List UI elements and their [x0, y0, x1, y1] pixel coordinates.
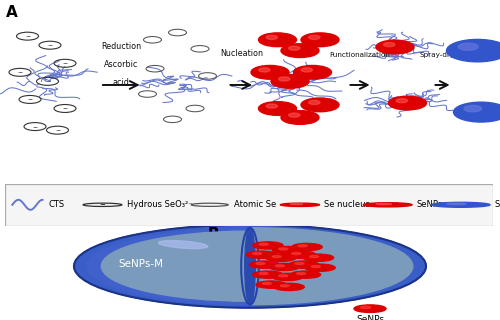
Circle shape — [354, 305, 386, 312]
Circle shape — [281, 111, 319, 124]
Circle shape — [446, 203, 466, 205]
Circle shape — [301, 33, 339, 47]
Circle shape — [259, 243, 268, 245]
Circle shape — [262, 283, 272, 284]
Circle shape — [288, 261, 319, 268]
Text: acid: acid — [112, 78, 130, 87]
Circle shape — [266, 254, 296, 261]
Text: B: B — [208, 227, 220, 242]
Circle shape — [278, 248, 287, 250]
Text: Functionalization: Functionalization — [330, 52, 390, 58]
Wedge shape — [250, 228, 413, 305]
Circle shape — [274, 283, 304, 291]
Circle shape — [278, 77, 290, 81]
Text: Atomic Se: Atomic Se — [234, 200, 276, 209]
Circle shape — [288, 113, 300, 117]
Circle shape — [301, 98, 339, 112]
Circle shape — [303, 254, 334, 261]
Circle shape — [256, 262, 265, 265]
Circle shape — [266, 35, 278, 39]
Text: SeNPs: SeNPs — [356, 315, 384, 320]
Text: Reduction: Reduction — [101, 42, 141, 51]
Ellipse shape — [158, 241, 208, 249]
Text: −: − — [55, 127, 60, 132]
Circle shape — [388, 96, 426, 110]
Circle shape — [288, 46, 300, 50]
Circle shape — [292, 252, 301, 255]
Circle shape — [258, 102, 296, 115]
Circle shape — [376, 204, 392, 205]
Text: −: − — [100, 202, 105, 208]
Circle shape — [269, 263, 300, 270]
Text: −: − — [48, 43, 52, 47]
Text: −: − — [45, 79, 50, 84]
Circle shape — [272, 255, 281, 258]
Circle shape — [252, 252, 262, 255]
Circle shape — [280, 285, 289, 287]
Circle shape — [271, 75, 309, 88]
Circle shape — [290, 271, 320, 278]
Circle shape — [305, 264, 335, 271]
Circle shape — [458, 43, 478, 50]
Circle shape — [280, 203, 320, 206]
Circle shape — [276, 265, 284, 267]
Circle shape — [74, 225, 426, 308]
Circle shape — [364, 203, 412, 207]
Circle shape — [246, 251, 276, 258]
Circle shape — [454, 102, 500, 122]
Text: A: A — [6, 5, 18, 20]
FancyBboxPatch shape — [5, 184, 492, 226]
Text: −: − — [62, 106, 68, 111]
Circle shape — [259, 272, 268, 275]
Text: Nucleation: Nucleation — [220, 49, 263, 58]
Circle shape — [396, 99, 407, 103]
Circle shape — [256, 281, 286, 288]
Circle shape — [360, 306, 371, 309]
Circle shape — [290, 204, 303, 205]
Text: −: − — [62, 60, 68, 66]
Text: −: − — [25, 34, 30, 38]
Circle shape — [294, 66, 332, 79]
Text: Hydrous SeO₃²⁻: Hydrous SeO₃²⁻ — [127, 200, 192, 209]
Text: −: − — [18, 70, 22, 75]
Text: Ascorbic: Ascorbic — [104, 60, 138, 69]
Circle shape — [464, 105, 481, 112]
Circle shape — [308, 35, 320, 39]
Wedge shape — [87, 228, 250, 305]
Circle shape — [250, 261, 280, 268]
Text: −: − — [28, 97, 32, 102]
Circle shape — [446, 39, 500, 62]
Circle shape — [376, 40, 414, 54]
Circle shape — [281, 44, 319, 58]
Circle shape — [308, 100, 320, 105]
Circle shape — [311, 266, 320, 268]
Text: CTS: CTS — [49, 200, 65, 209]
Ellipse shape — [244, 228, 256, 304]
Circle shape — [295, 262, 304, 265]
Circle shape — [272, 246, 302, 254]
Circle shape — [252, 271, 283, 278]
Text: SeNPs-M: SeNPs-M — [495, 200, 500, 209]
Circle shape — [286, 251, 316, 258]
Circle shape — [310, 255, 318, 258]
Circle shape — [298, 245, 308, 247]
Text: SeNPs: SeNPs — [417, 200, 443, 209]
Circle shape — [266, 104, 278, 108]
Circle shape — [301, 68, 312, 72]
Text: Se nucleus: Se nucleus — [324, 200, 370, 209]
Circle shape — [258, 68, 270, 72]
Circle shape — [272, 273, 302, 281]
Text: −: − — [32, 124, 38, 129]
Circle shape — [296, 272, 306, 275]
Circle shape — [292, 244, 322, 251]
Text: Spray-drying: Spray-drying — [420, 52, 466, 58]
Circle shape — [252, 242, 283, 249]
Circle shape — [384, 43, 395, 47]
Circle shape — [258, 33, 296, 47]
Circle shape — [278, 275, 287, 277]
Circle shape — [251, 66, 289, 79]
Text: SeNPs-M: SeNPs-M — [118, 259, 164, 269]
Circle shape — [432, 202, 490, 207]
Wedge shape — [102, 231, 250, 301]
